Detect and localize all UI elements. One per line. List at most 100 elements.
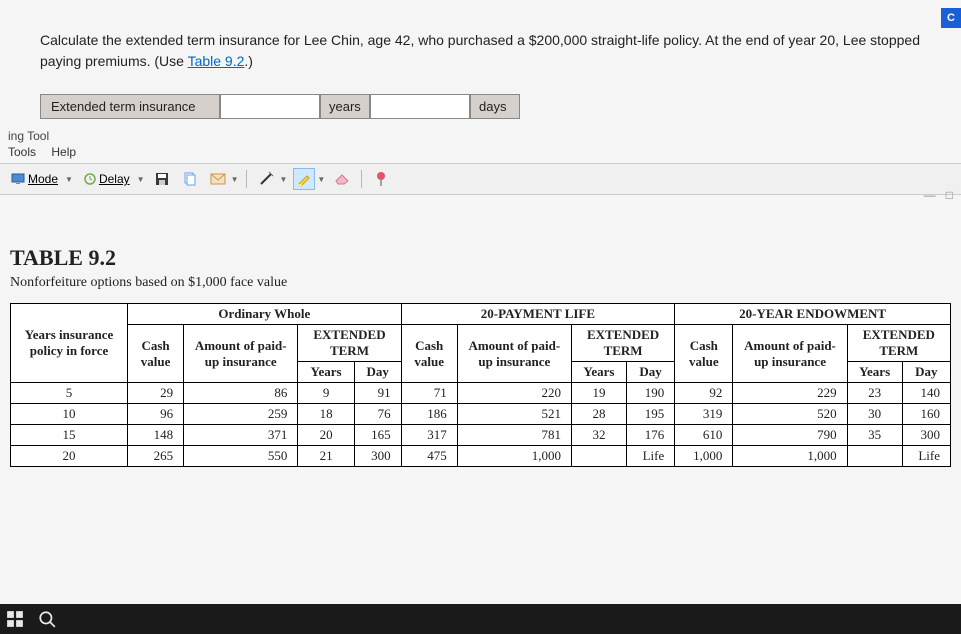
group-20pay: 20-PAYMENT LIFE — [401, 304, 675, 325]
days-unit: days — [470, 94, 520, 119]
table-cell: 317 — [401, 425, 457, 446]
table-cell: 91 — [354, 383, 401, 404]
pin-icon — [374, 171, 388, 187]
table-cell: 92 — [675, 383, 733, 404]
highlighter-icon — [296, 171, 312, 187]
mail-button[interactable] — [207, 168, 229, 190]
table-cell: 176 — [626, 425, 674, 446]
monitor-icon — [11, 173, 25, 185]
table-cell: 32 — [571, 425, 626, 446]
col-ext-years: Years — [847, 362, 902, 383]
col-ext-day: Day — [626, 362, 674, 383]
save-icon — [155, 172, 169, 186]
table-cell: 10 — [11, 404, 128, 425]
menu-help[interactable]: Help — [51, 145, 76, 159]
tool-panel-label: ing Tool — [0, 127, 961, 145]
years-input[interactable] — [220, 94, 320, 119]
table-row: 20265550213004751,000Life1,0001,000Life — [11, 446, 951, 467]
col-ext-day: Day — [902, 362, 950, 383]
table-cell: 190 — [626, 383, 674, 404]
highlighter-button[interactable] — [293, 168, 315, 190]
mode-button[interactable]: Mode — [6, 168, 63, 190]
table-cell: 148 — [128, 425, 184, 446]
col-paidup: Amount of paid-up insurance — [733, 325, 847, 383]
table-cell: 265 — [128, 446, 184, 467]
table-cell: 5 — [11, 383, 128, 404]
col-ext: EXTENDED TERM — [298, 325, 401, 362]
copy-icon — [183, 172, 197, 186]
table-cell: 550 — [184, 446, 298, 467]
table-cell: 30 — [847, 404, 902, 425]
table-row: 5298699171220191909222923140 — [11, 383, 951, 404]
col-ext: EXTENDED TERM — [571, 325, 674, 362]
table-cell: 86 — [184, 383, 298, 404]
table-cell: 19 — [571, 383, 626, 404]
chevron-down-icon: ▼ — [279, 175, 287, 184]
table-cell: 1,000 — [675, 446, 733, 467]
menu-tools[interactable]: Tools — [8, 145, 36, 159]
window-controls: — □ — [924, 188, 953, 202]
delay-button[interactable]: Delay — [79, 168, 135, 190]
col-cash: Cash value — [128, 325, 184, 383]
chevron-down-icon: ▼ — [65, 175, 73, 184]
table-cell: 23 — [847, 383, 902, 404]
save-button[interactable] — [151, 168, 173, 190]
answer-label: Extended term insurance — [40, 94, 220, 119]
eraser-button[interactable] — [331, 168, 353, 190]
pen-button[interactable] — [255, 168, 277, 190]
mail-icon — [210, 173, 226, 185]
table-cell: 229 — [733, 383, 847, 404]
table-row: 109625918761865212819531952030160 — [11, 404, 951, 425]
table-cell: 21 — [298, 446, 354, 467]
toolbar: Mode ▼ Delay ▼ ▼ ▼ ▼ — [0, 163, 961, 195]
table-cell: 18 — [298, 404, 354, 425]
maximize-icon[interactable]: □ — [946, 188, 953, 202]
table-cell: 9 — [298, 383, 354, 404]
pin-button[interactable] — [370, 168, 392, 190]
table-subtitle: Nonforfeiture options based on $1,000 fa… — [10, 275, 951, 291]
table-cell: 371 — [184, 425, 298, 446]
question-prefix: Calculate the extended term insurance fo… — [40, 32, 920, 69]
answer-row: Extended term insurance years days — [40, 94, 921, 119]
table-cell: 195 — [626, 404, 674, 425]
table-cell — [847, 446, 902, 467]
table-cell: 220 — [457, 383, 571, 404]
table-cell: 160 — [902, 404, 950, 425]
table-cell: 140 — [902, 383, 950, 404]
menu-bar: Tools Help — [0, 145, 961, 163]
chevron-down-icon: ▼ — [137, 175, 145, 184]
question-text: Calculate the extended term insurance fo… — [0, 0, 961, 82]
chevron-down-icon: ▼ — [317, 175, 325, 184]
group-20endow: 20-YEAR ENDOWMENT — [675, 304, 951, 325]
table-cell: 71 — [401, 383, 457, 404]
table-cell: 1,000 — [457, 446, 571, 467]
table-cell: 20 — [11, 446, 128, 467]
table-cell: 790 — [733, 425, 847, 446]
table-cell: 521 — [457, 404, 571, 425]
check-badge[interactable]: C — [941, 8, 961, 28]
content-area: TABLE 9.2 Nonforfeiture options based on… — [0, 195, 961, 487]
col-ext-years: Years — [298, 362, 354, 383]
pen-icon — [258, 171, 274, 187]
col-cash: Cash value — [675, 325, 733, 383]
table-cell: 259 — [184, 404, 298, 425]
days-input[interactable] — [370, 94, 470, 119]
minimize-icon[interactable]: — — [924, 188, 936, 202]
table-cell: 781 — [457, 425, 571, 446]
table-link[interactable]: Table 9.2 — [188, 53, 245, 69]
separator — [361, 170, 362, 188]
copy-button[interactable] — [179, 168, 201, 190]
search-icon[interactable] — [38, 610, 56, 628]
chevron-down-icon: ▼ — [231, 175, 239, 184]
eraser-icon — [334, 173, 350, 185]
separator — [246, 170, 247, 188]
start-icon[interactable] — [6, 610, 24, 628]
table-cell: 300 — [354, 446, 401, 467]
question-suffix: .) — [244, 53, 253, 69]
table-cell: 96 — [128, 404, 184, 425]
table-cell: 165 — [354, 425, 401, 446]
col-cash: Cash value — [401, 325, 457, 383]
col-ext: EXTENDED TERM — [847, 325, 950, 362]
table-cell: 28 — [571, 404, 626, 425]
table-cell: 520 — [733, 404, 847, 425]
